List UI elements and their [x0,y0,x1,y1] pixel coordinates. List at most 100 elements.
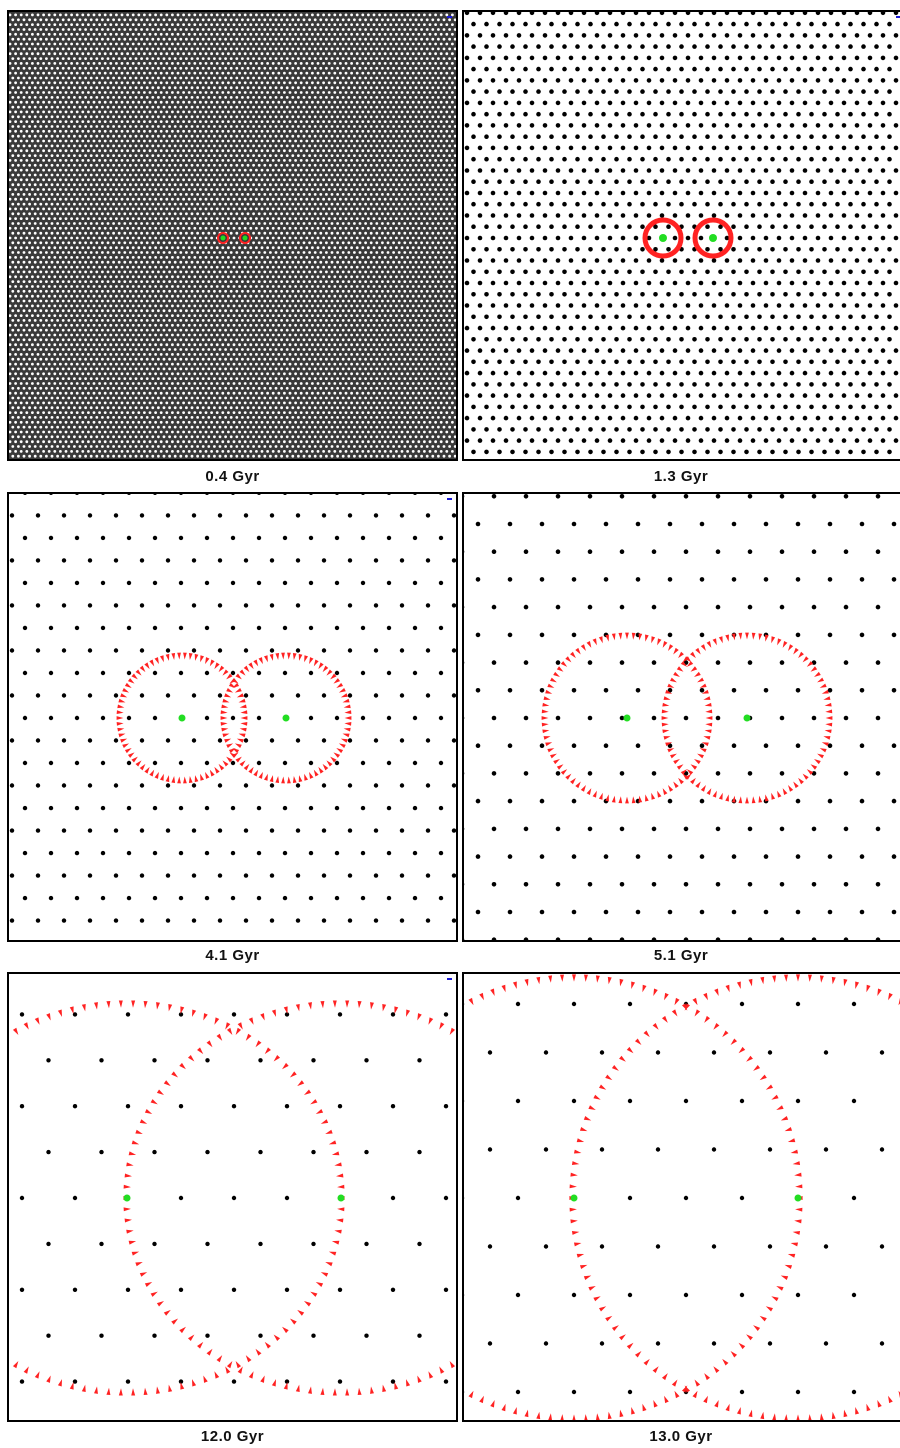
lattice-point [22,125,26,128]
lattice-point [243,23,247,26]
lattice-point [42,13,45,17]
lattice-point [14,71,17,75]
lattice-point [95,144,99,148]
lattice-point [137,304,141,308]
lattice-point [59,168,62,172]
lattice-point [414,76,418,80]
lattice-point [313,66,317,70]
lattice-point [241,47,244,51]
lattice-point [442,260,446,264]
lattice-point [17,47,20,51]
lattice-point [355,285,359,288]
lattice-point [299,100,303,104]
lattice-point [176,197,180,201]
lattice-point [84,289,87,293]
lattice-point [241,299,244,303]
lattice-point [285,251,289,254]
lattice-point [283,32,286,36]
lattice-point [439,62,443,65]
lattice-point [271,62,275,65]
lattice-point [187,149,191,153]
lattice-point [361,110,365,114]
lattice-point [134,260,138,264]
lattice-point [364,163,367,167]
lattice-point [400,256,404,259]
lattice-point [367,275,370,279]
lattice-point [257,251,261,254]
lattice-point [157,134,160,138]
lattice-point [39,241,43,245]
lattice-point [414,280,418,283]
lattice-point [28,115,31,119]
lattice-point [131,120,135,123]
lattice-point [98,265,101,269]
lattice-point [453,154,456,157]
lattice-point [395,207,398,211]
lattice-point [171,71,174,75]
lattice-point [31,129,34,133]
lattice-point [98,294,101,298]
lattice-point [257,66,261,70]
lattice-point [204,52,208,56]
lattice-point [224,183,228,187]
lattice-point [126,71,129,75]
lattice-point [308,134,311,138]
lattice-point [143,159,146,162]
lattice-point [322,197,325,201]
lattice-point [9,226,12,230]
lattice-point [84,299,87,303]
lattice-point [148,304,152,308]
lattice-point [173,231,177,235]
lattice-point [249,129,253,133]
lattice-point [311,159,314,162]
lattice-point [185,280,188,283]
lattice-point [397,251,401,254]
lattice-point [126,110,129,114]
lattice-point [126,129,129,133]
lattice-point [39,105,43,109]
lattice-point [297,289,300,293]
lattice-point [369,289,373,293]
lattice-point [106,76,110,80]
lattice-point [241,309,244,313]
lattice-point [232,294,236,298]
lattice-point [190,241,194,245]
lattice-point [140,47,144,51]
lattice-point [145,202,149,206]
lattice-point [420,154,423,158]
lattice-point [392,260,395,264]
lattice-point [50,222,54,225]
lattice-point [81,62,85,65]
lattice-point [199,168,202,172]
lattice-point [389,13,393,17]
lattice-point [126,62,129,65]
lattice-point [420,173,423,177]
lattice-point [439,178,443,182]
lattice-point [56,309,59,313]
lattice-point [308,66,311,70]
lattice-point [59,178,62,182]
lattice-point [145,125,149,128]
lattice-point [448,241,451,245]
lattice-point [131,275,135,279]
lattice-point [168,76,172,80]
lattice-point [201,173,205,177]
lattice-point [229,37,233,41]
lattice-point [145,28,149,31]
lattice-point [140,251,144,254]
lattice-point [45,57,48,60]
lattice-point [185,144,188,148]
lattice-point [302,66,306,70]
lattice-point [154,120,158,123]
lattice-point [308,163,311,167]
lattice-point [423,294,426,298]
lattice-point [451,294,454,298]
lattice-point [120,236,124,240]
lattice-point [305,197,309,201]
lattice-point [56,280,59,283]
lattice-point [87,226,90,230]
lattice-point [442,154,446,158]
lattice-point [288,275,292,279]
lattice-point [140,212,144,216]
lattice-point [291,115,295,119]
